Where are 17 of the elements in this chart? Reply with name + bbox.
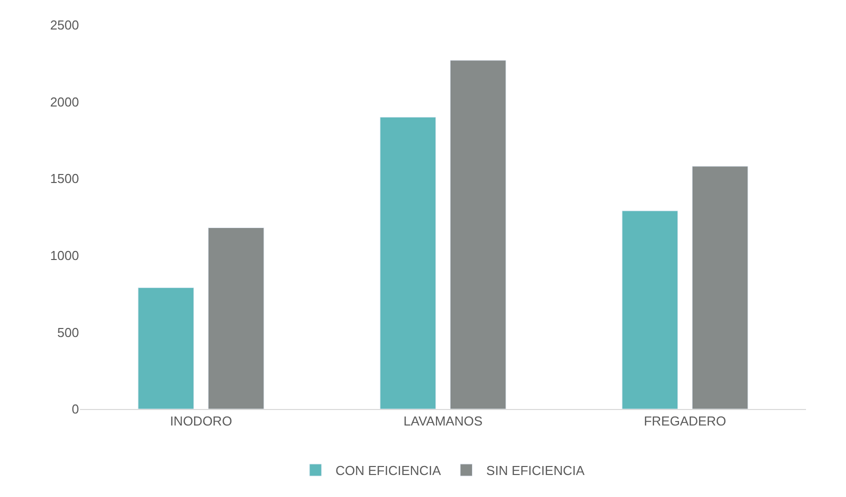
bar	[622, 210, 678, 409]
x-tick-label: FREGADERO	[644, 414, 726, 429]
y-tick-label: 2500	[50, 18, 79, 33]
y-tick-label: 1000	[50, 248, 79, 263]
bar	[692, 166, 748, 409]
bar	[380, 116, 436, 409]
y-tick-label: 1500	[50, 171, 79, 186]
bar	[208, 228, 264, 409]
y-tick-label: 0	[72, 402, 79, 417]
bar	[138, 287, 194, 409]
x-tick-label: LAVAMANOS	[404, 414, 483, 429]
y-tick-label: 2000	[50, 94, 79, 110]
y-tick-label: 500	[57, 324, 79, 340]
legend-label: CON EFICIENCIA	[336, 463, 442, 478]
legend-label: SIN EFICIENCIA	[486, 463, 585, 478]
bar	[450, 60, 506, 409]
x-tick-label: INODORO	[170, 414, 232, 429]
